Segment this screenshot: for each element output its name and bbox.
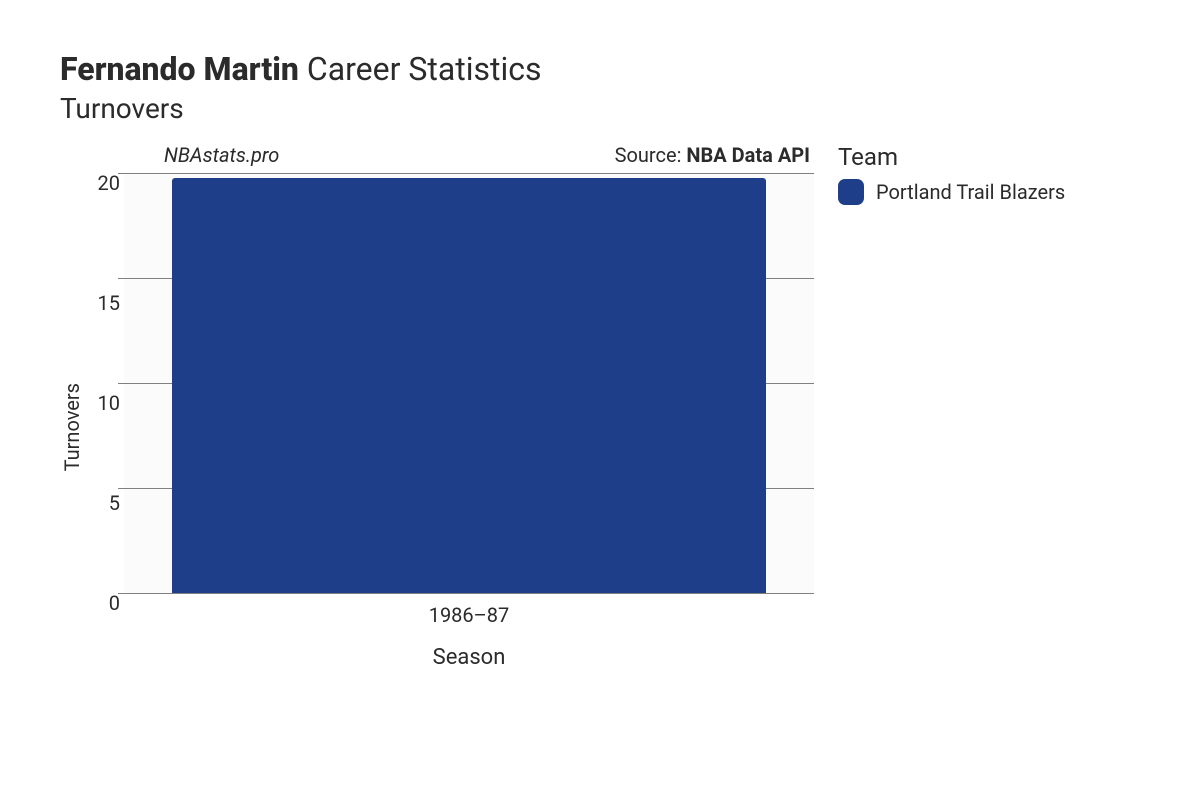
site-watermark: NBAstats.pro [164, 143, 279, 167]
y-tick-mark [118, 383, 124, 384]
y-tick-label: 5 [109, 493, 120, 513]
source-prefix: Source: [615, 143, 687, 167]
y-tick-label: 10 [98, 393, 120, 413]
y-tick-mark [118, 173, 124, 174]
chart-title: Fernando Martin Career Statistics [60, 50, 1170, 88]
chart-subtitle: Turnovers [60, 92, 1170, 125]
y-tick-label: 15 [98, 293, 120, 313]
x-axis-ticks: 1986–87 [124, 593, 814, 627]
legend-label: Portland Trail Blazers [876, 180, 1065, 204]
plot-area [124, 173, 814, 593]
x-axis-label: Season [124, 627, 814, 670]
legend-swatch [838, 179, 864, 205]
title-suffix: Career Statistics [307, 50, 542, 88]
y-tick-label: 0 [109, 593, 120, 613]
bar [172, 178, 765, 594]
legend: Team Portland Trail Blazers [838, 143, 1065, 205]
y-tick-mark [118, 488, 124, 489]
y-tick-mark [118, 278, 124, 279]
x-tick-label: 1986–87 [429, 603, 510, 627]
grid-line [124, 593, 814, 594]
source-name: NBA Data API [686, 143, 810, 167]
chart-annotations: NBAstats.pro Source: NBA Data API [124, 143, 814, 173]
source-credit: Source: NBA Data API [615, 143, 810, 167]
y-tick-label: 20 [98, 173, 120, 193]
y-axis-label: Turnovers [60, 383, 84, 471]
y-tick-mark [118, 593, 124, 594]
legend-title: Team [838, 143, 1065, 171]
title-player-name: Fernando Martin [60, 50, 299, 88]
y-axis-ticks: 20151050 [90, 183, 124, 603]
grid-line [124, 173, 814, 174]
legend-item: Portland Trail Blazers [838, 179, 1065, 205]
